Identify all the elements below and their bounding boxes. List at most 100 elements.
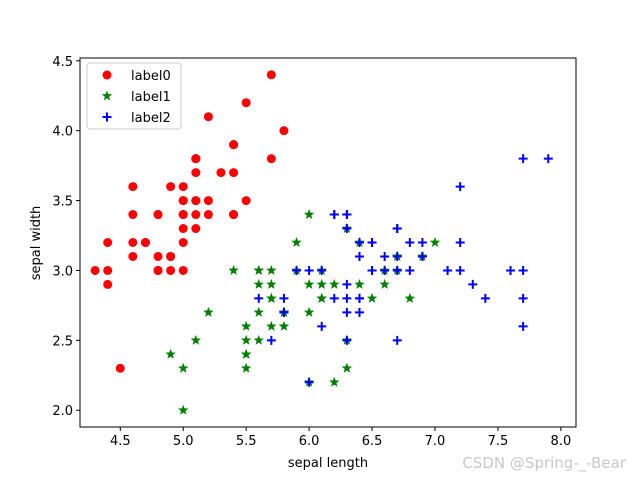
legend: label0 label1 label2 [86,62,182,130]
x-tick-label: 7.0 [425,434,446,449]
point-label1 [404,292,416,303]
point-label0 [178,182,188,192]
watermark: CSDN @Spring-_-Bear [462,454,626,472]
point-label1 [240,362,252,373]
point-label2 [518,293,528,303]
point-label0 [153,251,163,261]
point-label1 [429,237,441,247]
point-label2 [392,251,402,261]
point-label0 [166,265,176,275]
point-label1 [190,334,202,345]
point-label2 [506,265,516,275]
point-label2 [329,293,339,303]
y-tick-label: 3.5 [52,195,73,210]
point-label0 [128,251,138,261]
point-label1 [379,278,390,289]
point-label0 [191,154,201,164]
point-label2 [417,251,427,261]
point-label1 [165,348,176,359]
point-label1 [366,292,378,303]
x-axis-label: sepal length [288,456,368,471]
x-tick-label: 5.5 [236,434,257,449]
point-label2 [543,154,553,164]
point-label0 [191,196,201,206]
point-label0 [153,265,163,275]
point-label1 [266,292,277,303]
point-label0 [178,238,188,247]
point-label1 [329,376,340,387]
point-label2 [354,293,364,303]
point-label2 [455,238,465,247]
point-label2 [342,279,352,289]
point-label0 [178,265,188,275]
point-label0 [229,140,239,150]
point-label2 [455,265,465,275]
x-tick-label: 7.5 [488,434,509,449]
point-label0 [128,238,138,247]
point-label2 [443,265,453,275]
point-label0 [266,70,276,80]
point-label2 [279,293,289,303]
legend-box [86,62,182,130]
point-label2 [342,224,352,234]
point-label2 [354,251,364,261]
point-label2 [468,279,478,289]
point-label0 [90,265,100,275]
point-label2 [266,335,276,345]
point-label2 [254,293,264,303]
point-label0 [103,265,113,275]
point-label1 [291,237,302,247]
point-label1 [303,209,315,219]
point-label2 [518,265,528,275]
point-label2 [392,224,402,234]
point-label0 [128,210,138,220]
point-label2 [392,265,402,275]
point-label2 [329,210,339,220]
point-label2 [380,251,390,261]
point-label2 [518,154,528,164]
point-label2 [279,307,289,317]
point-label2 [342,210,352,220]
point-label2 [367,238,377,247]
point-label1 [341,362,353,373]
point-label0 [178,224,188,234]
point-label1 [228,264,239,275]
x-tick-label: 4.5 [110,434,131,449]
point-label0 [266,154,276,164]
point-label2 [317,265,327,275]
point-label0 [203,196,213,206]
point-label0 [216,168,226,178]
point-label0 [128,182,138,192]
x-axis-ticks: 4.5 5.0 5.5 6.0 6.5 7.0 7.5 8.0 [110,427,571,449]
point-label0 [241,196,251,206]
point-label0 [191,210,201,220]
point-label2 [342,335,352,345]
legend-marker-label2 [102,112,112,122]
point-label2 [367,265,377,275]
point-label1 [266,320,277,331]
point-label2 [518,321,528,331]
point-label0 [229,168,239,178]
point-label0 [103,238,113,247]
point-label0 [103,279,113,289]
point-label1 [178,362,189,373]
point-label1 [253,334,264,345]
point-label2 [455,182,465,192]
point-label1 [253,278,264,289]
point-label1 [240,334,252,345]
x-tick-label: 5.0 [173,434,194,449]
point-label1 [303,306,315,317]
point-label1 [240,320,252,331]
point-label0 [178,210,188,220]
point-label2 [417,238,427,247]
point-label2 [480,293,490,303]
point-label2 [392,335,402,345]
point-label0 [229,210,239,220]
y-tick-label: 3.0 [52,264,73,279]
legend-label-label1: label1 [131,90,171,105]
point-label2 [304,265,314,275]
y-tick-label: 4.5 [52,55,73,70]
point-label0 [166,251,176,261]
point-label0 [178,196,188,206]
point-label1 [203,306,214,317]
